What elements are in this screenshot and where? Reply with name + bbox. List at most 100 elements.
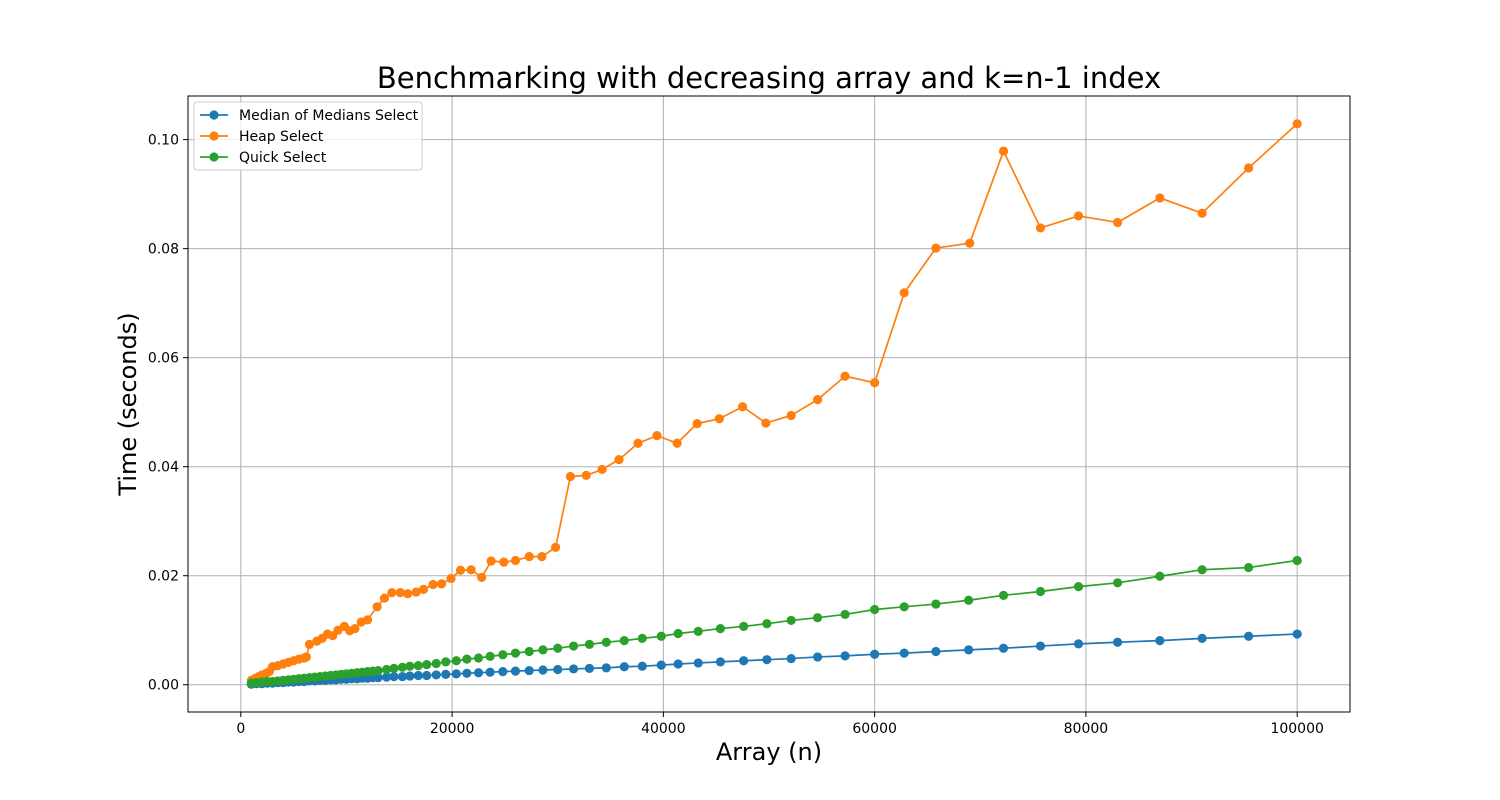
data-point [840,371,850,381]
data-point [786,410,796,421]
data-point [373,673,383,683]
x-tick-label: 80000 [1064,721,1109,737]
data-point [524,552,534,562]
data-point [379,593,390,603]
data-point [473,653,484,663]
data-point [524,646,534,657]
data-point [387,588,397,598]
data-point [538,645,548,655]
data-point [405,671,415,681]
y-tick-label: 0.02 [148,569,179,585]
data-point [466,565,476,575]
data-point [998,146,1009,156]
data-point [693,658,703,668]
data-point [1035,223,1046,233]
data-point [411,587,421,597]
data-point [436,579,447,589]
data-point [812,613,823,623]
data-point [998,643,1009,653]
y-tick-label: 0.06 [148,351,179,367]
legend-item-heap-select: Heap Select [200,129,324,145]
data-point [739,656,749,666]
y-tick-label: 0.08 [148,242,179,258]
data-point [1197,208,1207,218]
data-point [601,663,611,673]
data-point [462,654,472,664]
data-point [614,455,624,465]
data-point [998,590,1009,600]
legend-box [193,101,423,171]
data-point [673,659,683,669]
legend-marker [209,110,219,120]
x-tick-label: 60000 [852,721,897,737]
data-point [413,670,423,681]
data-point [538,665,548,675]
data-point [403,589,413,599]
data-point [565,471,576,482]
data-point [1292,555,1302,566]
data-point [499,557,509,567]
series-heap-select [246,119,1302,685]
data-point [301,652,311,662]
x-tick-label: 100000 [1270,721,1323,737]
data-point [899,648,909,658]
data-point [551,542,561,552]
data-point [672,438,682,448]
data-point [510,555,521,566]
data-point [964,595,974,605]
data-point [692,419,702,429]
data-point [405,661,415,671]
data-point [462,668,472,678]
data-point [965,238,975,248]
data-point [382,672,392,682]
data-point [486,556,496,566]
data-point [422,670,432,681]
data-point [485,651,495,662]
grid-lines [188,96,1350,712]
data-point [1073,639,1084,649]
data-point [840,651,850,661]
data-point [413,661,423,671]
data-point [428,579,438,590]
legend-item-quick-select: Quick Select [200,150,327,166]
data-point [1113,578,1123,588]
data-point [693,626,703,636]
data-point [1113,217,1123,228]
y-axis-label: Time (seconds) [114,312,142,496]
data-point [418,584,429,594]
data-point [899,602,909,612]
data-point [451,656,461,666]
data-point [373,665,383,676]
data-point [389,663,399,673]
data-point [422,659,432,670]
data-point [304,639,315,650]
data-point [737,402,748,412]
y-tick-label: 0.04 [148,460,179,476]
data-point [1243,631,1254,641]
data-point [762,619,772,629]
data-point [1197,633,1207,644]
data-point [485,667,495,677]
data-point [619,662,629,672]
data-point [1155,193,1165,203]
data-point [1292,119,1302,129]
x-tick-label: 0 [236,721,245,737]
data-point [601,637,611,647]
data-point [431,670,441,680]
data-point [441,657,451,667]
data-point [931,243,941,253]
data-point [656,660,666,670]
axis-ticks: 0 20000 40000 60000 80000 100000 0.00 0.02 0.04 0… [148,133,1324,737]
data-point [964,645,974,655]
data-point [870,649,880,659]
legend: Median of Medians Select Heap Select Quick… [193,101,423,171]
data-point [619,635,629,646]
data-point [498,667,508,677]
data-point [397,662,408,672]
data-point [812,652,823,662]
data-point [633,438,643,448]
data-point [715,623,726,634]
data-point [510,666,521,676]
data-point [397,671,408,682]
